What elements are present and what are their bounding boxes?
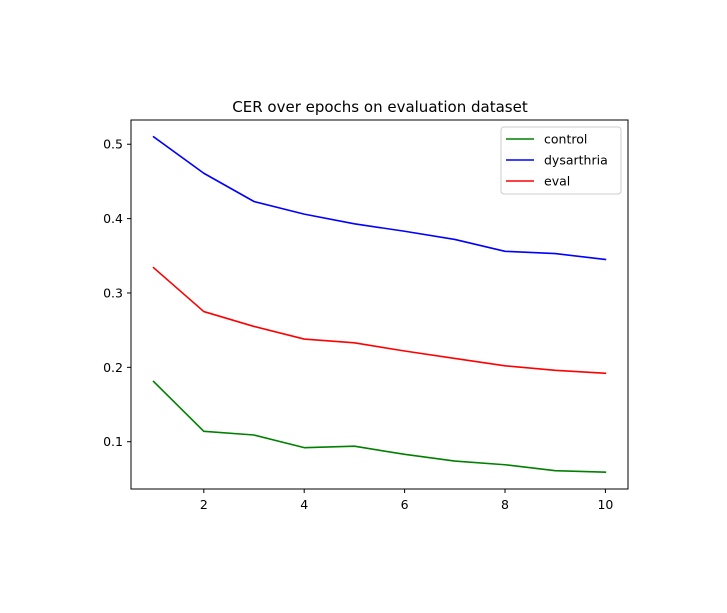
chart-title: CER over epochs on evaluation dataset bbox=[232, 98, 528, 116]
x-tick-label: 4 bbox=[300, 497, 308, 512]
series-line-dysarthria bbox=[152, 135, 607, 261]
legend-label-dysarthria: dysarthria bbox=[544, 153, 608, 168]
y-tick-label: 0.1 bbox=[103, 434, 123, 449]
legend-label-control: control bbox=[544, 132, 587, 147]
y-tick-label: 0.3 bbox=[103, 285, 123, 300]
series-line-eval bbox=[152, 266, 607, 375]
y-tick-label: 0.4 bbox=[103, 211, 123, 226]
legend-label-eval: eval bbox=[544, 174, 570, 189]
y-tick-label: 0.5 bbox=[103, 137, 123, 152]
legend-box bbox=[500, 126, 622, 195]
y-tick-label: 0.2 bbox=[103, 360, 123, 375]
x-tick-label: 6 bbox=[401, 497, 409, 512]
series-line-control bbox=[152, 380, 607, 474]
legend: control dysarthria eval bbox=[500, 126, 622, 195]
x-tick-label: 8 bbox=[501, 497, 509, 512]
plot-area: 2 4 6 8 10 0.1 0.2 0.3 0.4 0.5 bbox=[103, 119, 629, 512]
x-tick-label: 2 bbox=[200, 497, 208, 512]
x-tick-label: 10 bbox=[597, 497, 613, 512]
axes-frame bbox=[130, 119, 629, 490]
